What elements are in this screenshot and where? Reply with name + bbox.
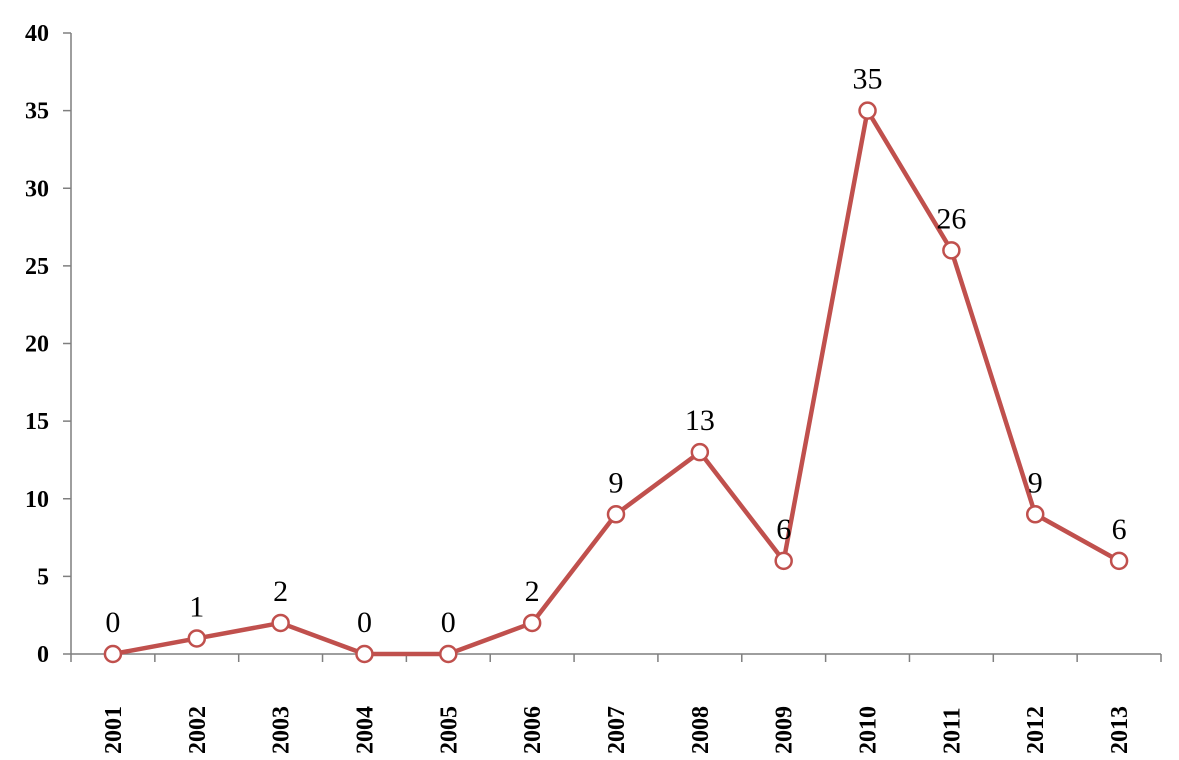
x-tick-label: 2009 bbox=[772, 706, 798, 754]
data-point bbox=[439, 644, 458, 664]
data-label: 9 bbox=[1028, 466, 1043, 499]
data-point bbox=[187, 629, 207, 648]
data-point bbox=[1109, 551, 1129, 571]
data-label: 6 bbox=[776, 513, 791, 546]
data-label: 35 bbox=[853, 63, 883, 96]
data-point bbox=[271, 613, 290, 633]
x-axis-ticks: 2001 2002 2003 2004 2005 2006 2007 2008 2009 2010… bbox=[70, 654, 1162, 754]
data-point bbox=[690, 442, 710, 462]
data-label: 6 bbox=[1112, 513, 1127, 546]
data-label: 1 bbox=[189, 590, 204, 623]
y-tick-label: 0 bbox=[37, 642, 49, 668]
x-tick-label: 2010 bbox=[856, 706, 882, 754]
x-tick-label: 2004 bbox=[352, 706, 378, 754]
data-point bbox=[103, 644, 123, 664]
x-tick-label: 2003 bbox=[269, 706, 295, 754]
data-point bbox=[942, 241, 961, 260]
data-point bbox=[606, 505, 626, 524]
series-line bbox=[110, 108, 1122, 657]
y-tick-label: 35 bbox=[25, 99, 49, 125]
x-tick-label: 2002 bbox=[185, 706, 211, 754]
y-tick-label: 25 bbox=[25, 254, 49, 280]
data-label: 2 bbox=[273, 575, 288, 608]
y-tick-label: 40 bbox=[25, 21, 49, 47]
y-tick-label: 10 bbox=[25, 487, 49, 513]
x-tick-label: 2005 bbox=[436, 706, 462, 754]
data-label: 26 bbox=[936, 202, 966, 235]
data-label: 2 bbox=[525, 575, 540, 608]
x-tick-label: 2012 bbox=[1023, 706, 1049, 754]
y-tick-label: 15 bbox=[25, 409, 49, 435]
y-axis-ticks: 0 5 10 15 20 25 30 35 40 bbox=[25, 21, 71, 668]
data-point bbox=[522, 613, 542, 633]
data-label: 0 bbox=[105, 606, 120, 639]
data-point bbox=[1025, 505, 1045, 524]
data-point bbox=[858, 101, 877, 120]
data-label: 0 bbox=[441, 606, 456, 639]
y-tick-label: 30 bbox=[25, 176, 49, 202]
y-tick-label: 20 bbox=[25, 332, 49, 358]
data-label: 9 bbox=[609, 466, 624, 499]
x-tick-label: 2011 bbox=[939, 707, 965, 754]
x-tick-label: 2007 bbox=[604, 706, 630, 754]
data-labels: 0 1 2 0 0 2 9 13 6 35 26 9 6 bbox=[105, 63, 1126, 639]
data-point bbox=[355, 644, 374, 664]
x-tick-label: 2008 bbox=[688, 706, 714, 754]
series-group bbox=[103, 101, 1129, 664]
data-point bbox=[774, 551, 793, 571]
axes bbox=[70, 33, 1161, 655]
x-tick-label: 2001 bbox=[101, 706, 127, 754]
x-tick-label: 2006 bbox=[520, 706, 546, 754]
data-label: 13 bbox=[685, 404, 715, 437]
x-tick-label: 2013 bbox=[1107, 706, 1133, 754]
data-label: 0 bbox=[357, 606, 372, 639]
y-tick-label: 5 bbox=[37, 564, 49, 590]
